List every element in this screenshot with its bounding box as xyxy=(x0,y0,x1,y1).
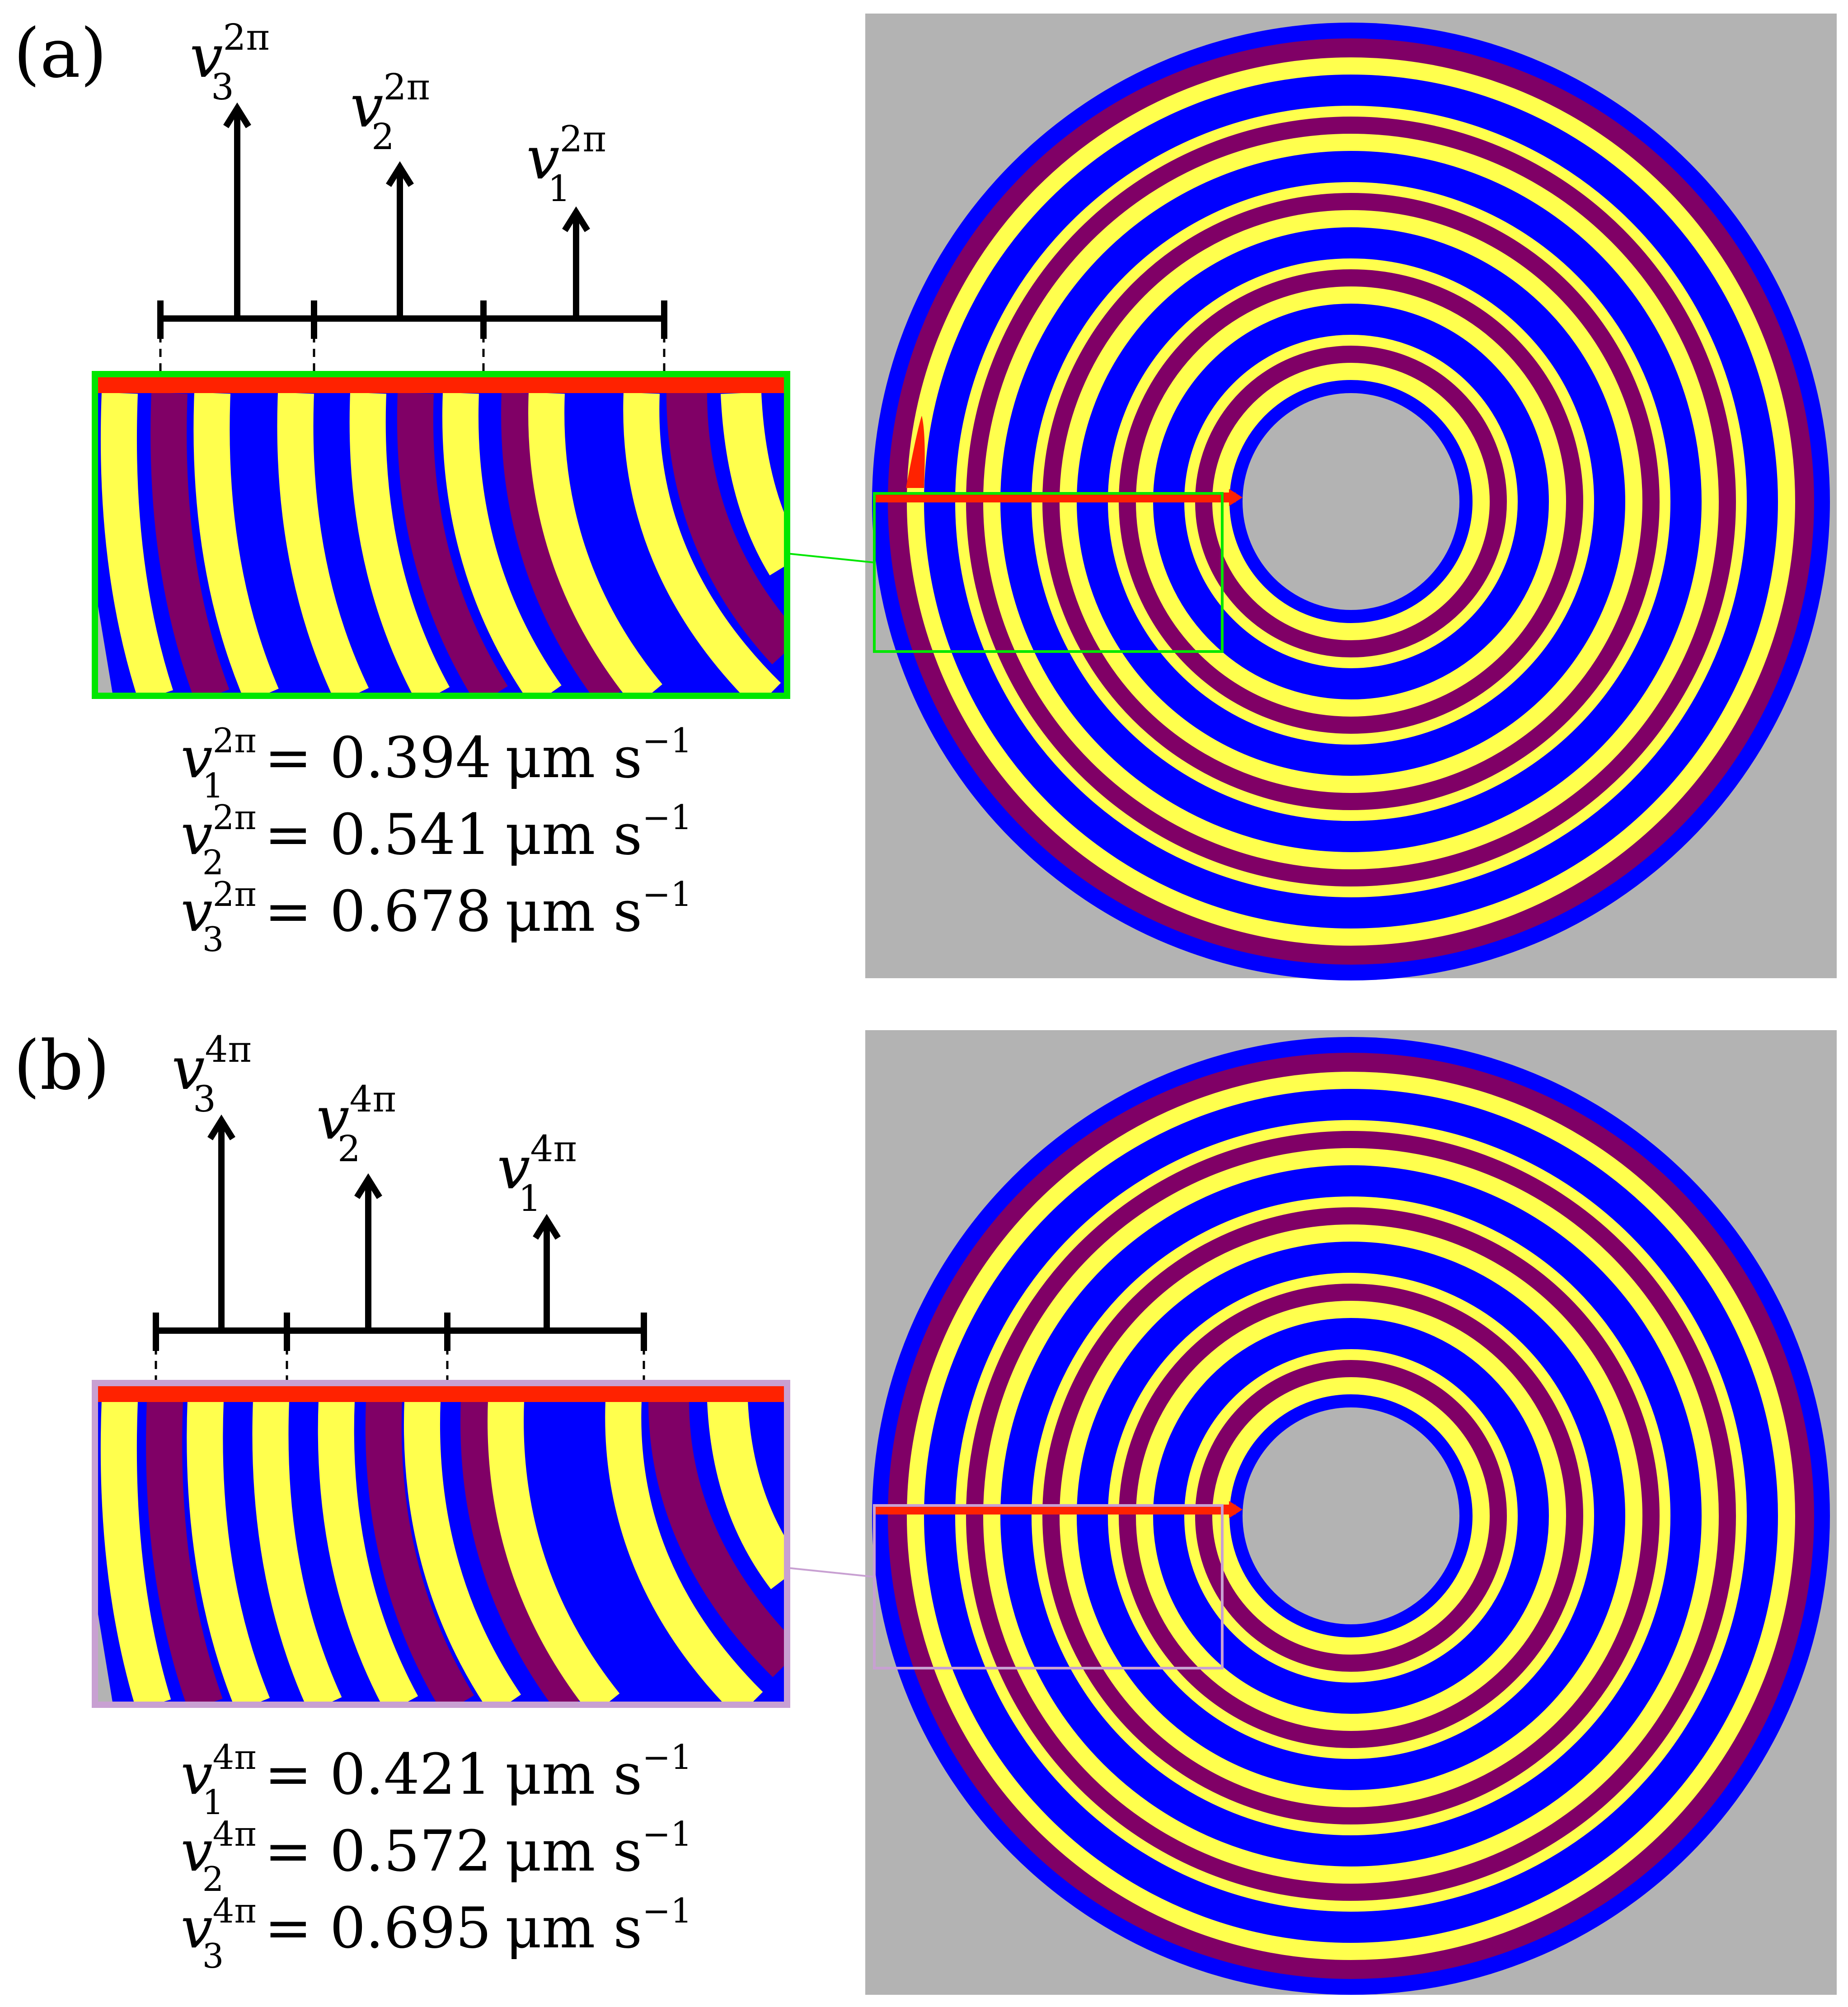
panel-b: (b) v4π 3 v4π 2 v4π 1 xyxy=(14,1027,1837,1995)
disk-image-a xyxy=(865,14,1837,980)
disk-image-b xyxy=(865,1030,1837,1995)
equation-v1-a: v2π 1 = 0.394 μm s−1 xyxy=(181,721,692,806)
zoom-connector-a xyxy=(787,553,874,563)
equation-v2-a: v2π 2 = 0.541 μm s−1 xyxy=(181,797,692,882)
arrow-label-v3-b: v4π 3 xyxy=(172,1028,252,1120)
equation-v2-b: v4π 2 = 0.572 μm s−1 xyxy=(181,1814,692,1899)
panel-label-a: (a) xyxy=(14,14,107,93)
arrow-label-v2-b: v4π 2 xyxy=(316,1078,396,1170)
arrow-label-v2-a: v2π 2 xyxy=(350,66,430,158)
inset-zoom-a xyxy=(95,374,787,696)
zoom-connector-b xyxy=(787,1568,874,1577)
equation-v3-b: v4π 3 = 0.695 μm s−1 xyxy=(181,1891,692,1976)
arrow-label-v1-b: v4π 1 xyxy=(497,1128,577,1219)
equation-v3-a: v2π 3 = 0.678 μm s−1 xyxy=(181,874,692,959)
arrow-label-v3-a: v2π 3 xyxy=(190,16,270,108)
panel-label-b: (b) xyxy=(14,1027,110,1105)
arrow-label-v1-a: v2π 1 xyxy=(526,118,606,210)
inset-zoom-b xyxy=(95,1383,787,1705)
panel-a: (a) v2π 3 v2π 2 v2π 1 xyxy=(14,14,1837,980)
equation-v1-b: v4π 1 = 0.421 μm s−1 xyxy=(181,1737,692,1822)
